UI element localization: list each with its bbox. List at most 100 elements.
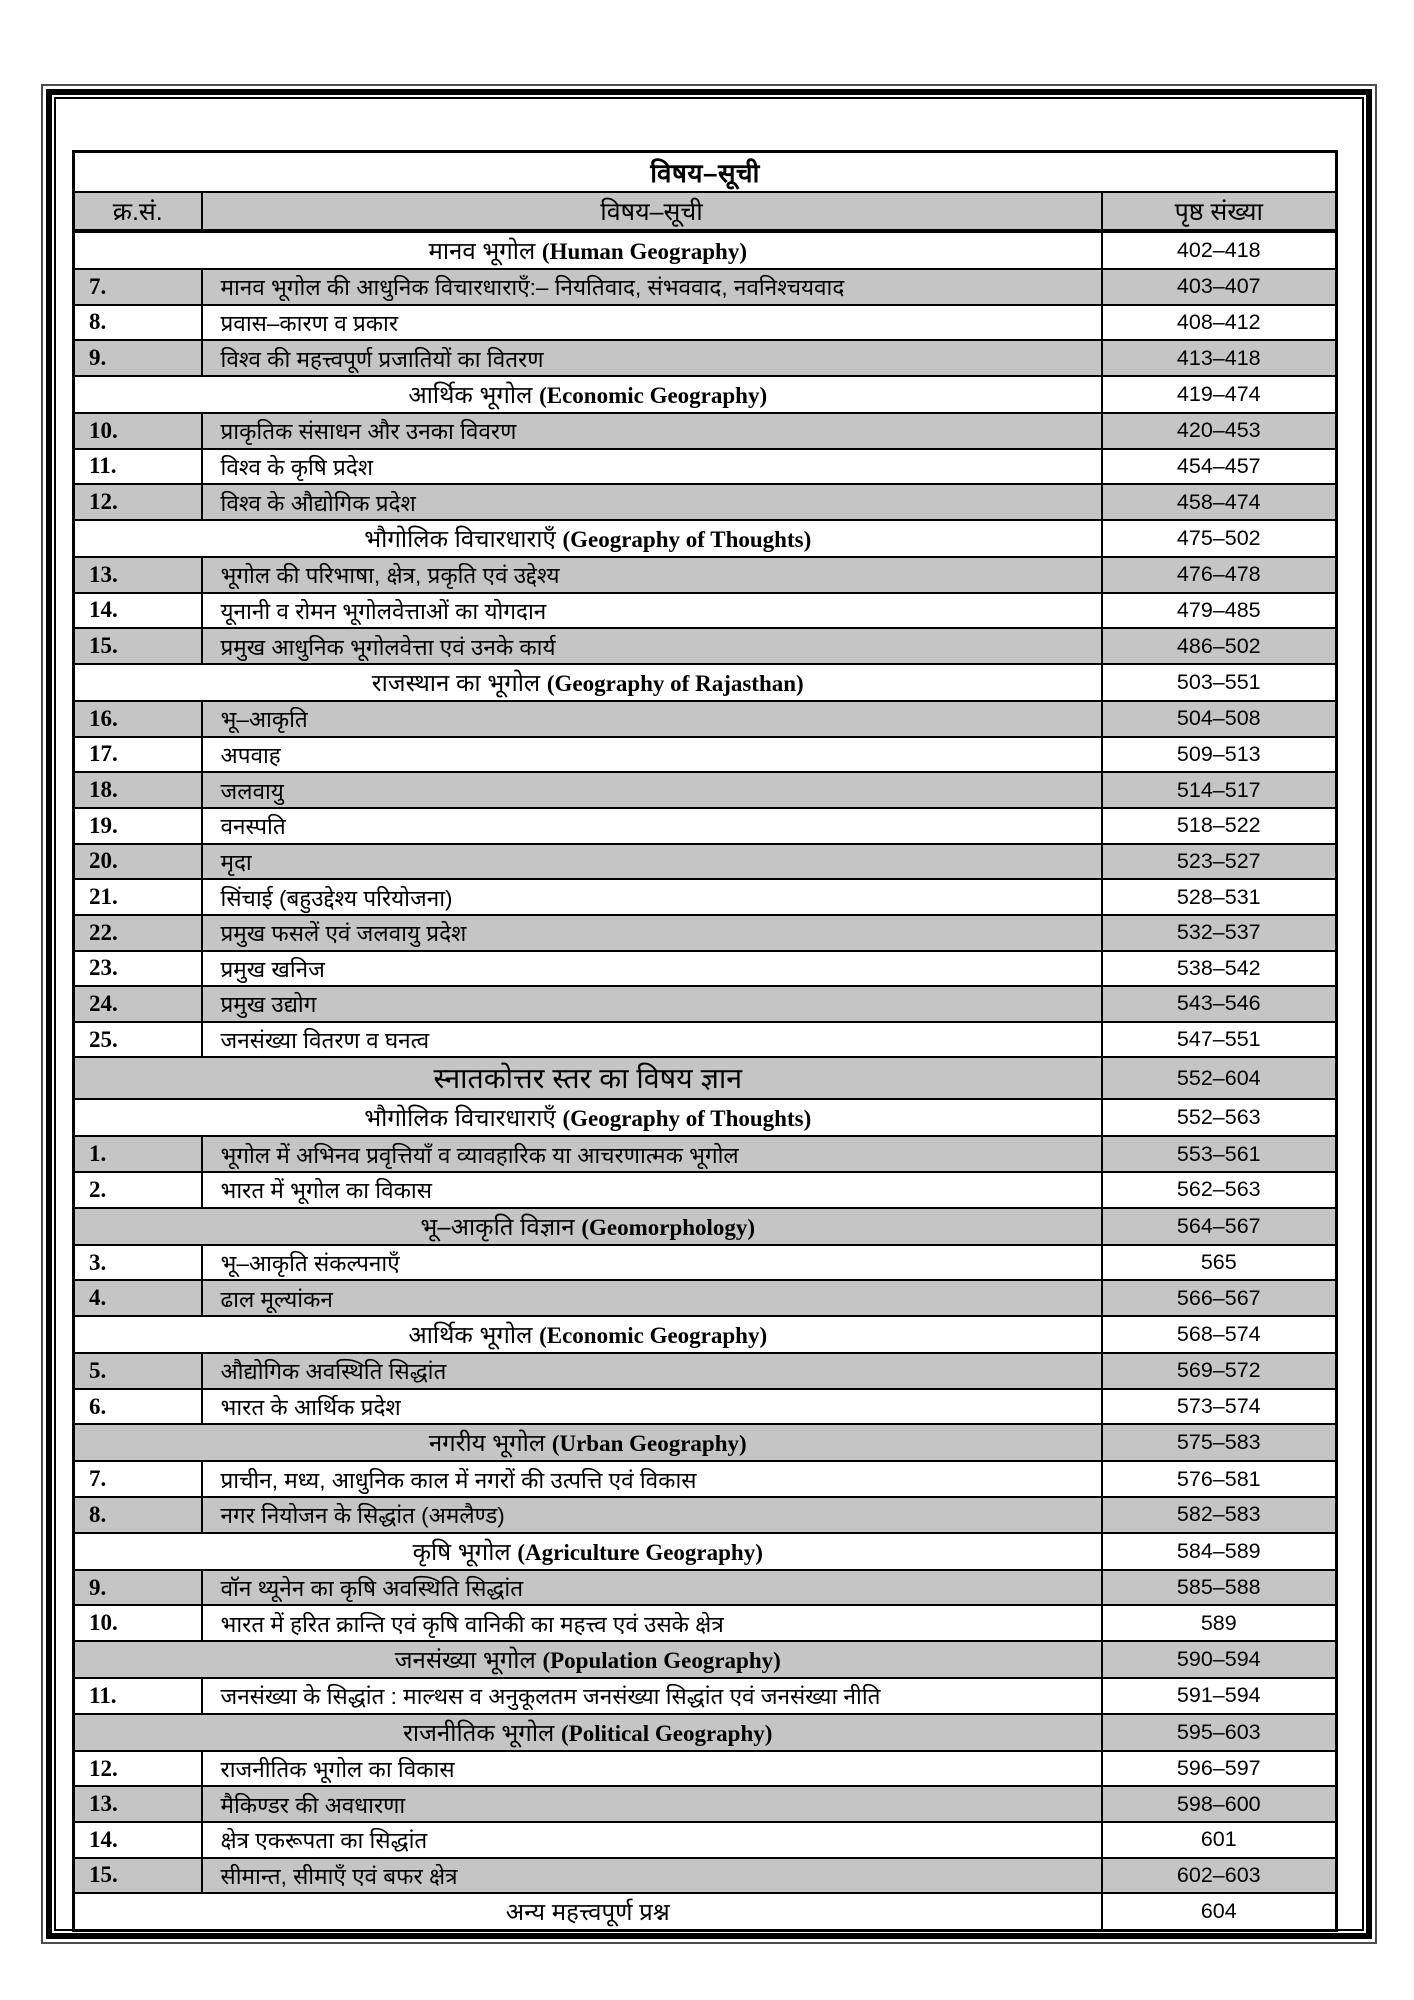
row-topic: प्रमुख उद्योग: [200, 985, 1103, 1023]
toc-title-row: विषय–सूची: [72, 150, 1338, 193]
section-title-hindi: भू–आकृति विज्ञान: [420, 1213, 575, 1241]
toc-section-row: नगरीय भूगोल (Urban Geography) 575–583: [72, 1423, 1338, 1463]
row-number: 9.: [72, 1568, 203, 1607]
row-topic: सीमान्त, सीमाएँ एवं बफर क्षेत्र: [200, 1856, 1103, 1895]
section-title-hindi: मानव भूगोल: [428, 238, 536, 265]
row-pages: 479–485: [1100, 591, 1338, 630]
row-number: 21.: [72, 878, 203, 916]
row-topic: मैकिण्डर की अवधारणा: [200, 1785, 1103, 1823]
page-border-frame-inner-rule: विषय–सूची क्र.सं. विषय–सूची पृष्ठ संख्या…: [54, 97, 1364, 1933]
row-number: 8.: [72, 1496, 203, 1534]
row-number: 5.: [72, 1352, 203, 1390]
row-topic: प्रवास–कारण व प्रकार: [200, 303, 1103, 342]
row-number: 15.: [72, 1856, 203, 1895]
toc-row: 19. वनस्पति 518–522: [72, 806, 1338, 845]
toc-header-row: क्र.सं. विषय–सूची पृष्ठ संख्या: [72, 191, 1338, 233]
row-number: 14.: [72, 591, 203, 630]
row-pages: 566–567: [1100, 1279, 1338, 1318]
row-pages: 528–531: [1100, 878, 1338, 916]
row-number: 12.: [72, 483, 203, 521]
row-topic: यूनानी व रोमन भूगोलवेत्ताओं का योगदान: [200, 591, 1103, 630]
row-pages: 458–474: [1100, 483, 1338, 521]
row-topic: अपवाह: [200, 735, 1103, 774]
row-pages: 552–604: [1100, 1056, 1338, 1101]
row-number: 1.: [72, 1135, 203, 1174]
row-pages: 601: [1100, 1821, 1338, 1859]
toc-row: 10. भारत में हरित क्रान्ति एवं कृषि वानिक…: [72, 1604, 1338, 1643]
row-topic: प्रमुख फसलें एवं जलवायु प्रदेश: [200, 913, 1103, 952]
row-pages: 514–517: [1100, 771, 1338, 809]
toc-section-row: अन्य महत्त्वपूर्ण प्रश्न 604: [72, 1892, 1338, 1932]
toc-row: 7. प्राचीन, मध्य, आधुनिक काल में नगरों की…: [72, 1460, 1338, 1499]
row-topic: मृदा: [200, 842, 1103, 881]
toc-section-row: स्नातकोत्तर स्तर का विषय ज्ञान 552–604: [72, 1056, 1338, 1101]
section-title-english: (Agriculture Geography): [517, 1539, 763, 1565]
row-number: 20.: [72, 842, 203, 881]
row-pages: 503–551: [1100, 662, 1338, 702]
toc-row: 6. भारत के आर्थिक प्रदेश 573–574: [72, 1387, 1338, 1426]
toc-section-row: भौगोलिक विचारधाराएँ (Geography of Though…: [72, 518, 1338, 558]
row-pages: 538–542: [1100, 949, 1338, 988]
toc-row: 25. जनसंख्या वितरण व घनत्व 547–551: [72, 1020, 1338, 1059]
row-topic: नगर नियोजन के सिद्धांत (अमलैण्ड): [200, 1496, 1103, 1534]
row-topic: वनस्पति: [200, 806, 1103, 845]
toc-row: 21. सिंचाई (बहुउद्देश्य परियोजना) 528–531: [72, 878, 1338, 916]
row-number: 19.: [72, 806, 203, 845]
row-number: 10.: [72, 411, 203, 450]
toc-row: 9. वॉन थ्यूनेन का कृषि अवस्थिति सिद्धांत 5…: [72, 1568, 1338, 1607]
row-topic: वॉन थ्यूनेन का कृषि अवस्थिति सिद्धांत: [200, 1568, 1103, 1607]
row-pages: 475–502: [1100, 518, 1338, 558]
section-title-hindi: आर्थिक भूगोल: [408, 381, 533, 409]
row-topic: भारत में हरित क्रान्ति एवं कृषि वानिकी क…: [200, 1604, 1103, 1643]
section-title-english: (Economic Geography): [539, 1323, 768, 1349]
row-number: 3.: [72, 1243, 203, 1282]
toc-row: 9. विश्व की महत्त्वपूर्ण प्रजातियों का वि…: [72, 339, 1338, 377]
row-topic: विश्व की महत्त्वपूर्ण प्रजातियों का वितर…: [200, 339, 1103, 377]
toc-row: 5. औद्योगिक अवस्थिति सिद्धांत 569–572: [72, 1352, 1338, 1390]
toc-row: 13. भूगोल की परिभाषा, क्षेत्र, प्रकृति एव…: [72, 555, 1338, 594]
row-number: 11.: [72, 1677, 203, 1715]
toc-row: 2. भारत में भूगोल का विकास 562–563: [72, 1171, 1338, 1209]
row-pages: 552–563: [1100, 1098, 1338, 1138]
row-number: 18.: [72, 771, 203, 809]
row-topic: भूगोल की परिभाषा, क्षेत्र, प्रकृति एवं उ…: [200, 555, 1103, 594]
toc-section-row: राजनीतिक भूगोल (Political Geography) 595–…: [72, 1712, 1338, 1752]
row-pages: 573–574: [1100, 1387, 1338, 1426]
row-number: 8.: [72, 303, 203, 342]
row-pages: 547–551: [1100, 1020, 1338, 1059]
toc-section-row: राजस्थान का भूगोल (Geography of Rajastha…: [72, 662, 1338, 702]
row-pages: 403–407: [1100, 268, 1338, 306]
section-title: राजनीतिक भूगोल (Political Geography): [72, 1712, 1103, 1752]
section-title: आर्थिक भूगोल (Economic Geography): [72, 1315, 1103, 1355]
row-topic: ढाल मूल्यांकन: [200, 1279, 1103, 1318]
row-number: 10.: [72, 1604, 203, 1643]
column-header-topic: विषय–सूची: [200, 191, 1103, 233]
page-border-frame-thick-rule: विषय–सूची क्र.सं. विषय–सूची पृष्ठ संख्या…: [46, 89, 1372, 1939]
section-title-hindi: कृषि भूगोल: [412, 1538, 511, 1566]
row-number: 16.: [72, 699, 203, 738]
toc-section-row: आर्थिक भूगोल (Economic Geography) 419–474: [72, 374, 1338, 414]
toc-row: 8. नगर नियोजन के सिद्धांत (अमलैण्ड) 582–58…: [72, 1496, 1338, 1534]
section-title-hindi: अन्य महत्त्वपूर्ण प्रश्न: [505, 1899, 670, 1927]
toc-row: 8. प्रवास–कारण व प्रकार 408–412: [72, 303, 1338, 342]
section-title: कृषि भूगोल (Agriculture Geography): [72, 1531, 1103, 1571]
row-pages: 509–513: [1100, 735, 1338, 774]
toc-row: 17. अपवाह 509–513: [72, 735, 1338, 774]
toc-section-row: मानव भूगोल (Human Geography) 402–418: [72, 230, 1338, 270]
row-topic: मानव भूगोल की आधुनिक विचारधाराएँ:– नियति…: [200, 268, 1103, 306]
row-topic: विश्व के औद्योगिक प्रदेश: [200, 483, 1103, 521]
section-title-english: (Political Geography): [560, 1720, 773, 1746]
row-pages: 598–600: [1100, 1785, 1338, 1823]
row-pages: 504–508: [1100, 699, 1338, 738]
row-number: 9.: [72, 339, 203, 377]
row-topic: प्राकृतिक संसाधन और उनका विवरण: [200, 411, 1103, 450]
row-pages: 576–581: [1100, 1460, 1338, 1499]
row-pages: 590–594: [1100, 1640, 1338, 1680]
section-title-english: (Geomorphology): [581, 1214, 756, 1240]
toc-row: 3. भू–आकृति संकल्पनाएँ 565: [72, 1243, 1338, 1282]
row-pages: 569–572: [1100, 1352, 1338, 1390]
row-number: 17.: [72, 735, 203, 774]
toc-row: 15. सीमान्त, सीमाएँ एवं बफर क्षेत्र 602–60…: [72, 1856, 1338, 1895]
toc-row: 14. क्षेत्र एकरूपता का सिद्धांत 601: [72, 1821, 1338, 1859]
row-pages: 568–574: [1100, 1315, 1338, 1355]
